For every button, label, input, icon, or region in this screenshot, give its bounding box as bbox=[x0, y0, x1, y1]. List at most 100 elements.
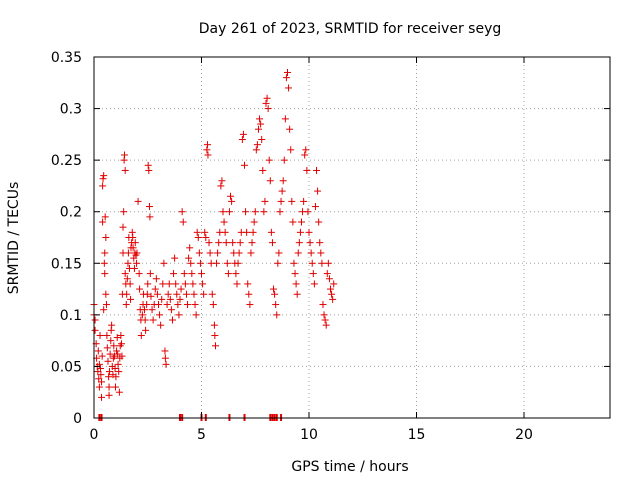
data-point bbox=[287, 146, 295, 154]
data-point bbox=[127, 295, 135, 303]
data-point bbox=[184, 301, 192, 309]
data-point bbox=[115, 388, 123, 396]
data-point bbox=[108, 321, 116, 329]
data-point bbox=[291, 270, 299, 278]
data-point bbox=[311, 203, 319, 211]
data-point bbox=[174, 301, 182, 309]
data-point bbox=[178, 208, 186, 216]
data-point bbox=[253, 141, 261, 149]
data-point bbox=[110, 342, 118, 350]
data-point bbox=[101, 249, 109, 257]
data-point bbox=[232, 270, 240, 278]
data-point bbox=[120, 208, 128, 216]
data-point bbox=[204, 151, 212, 159]
data-point bbox=[248, 239, 256, 247]
data-point bbox=[319, 301, 327, 309]
data-point bbox=[208, 290, 216, 298]
data-point bbox=[129, 244, 137, 252]
data-point bbox=[294, 249, 302, 257]
data-point bbox=[148, 306, 156, 314]
data-point bbox=[107, 337, 115, 345]
data-point bbox=[112, 373, 120, 381]
data-point bbox=[263, 94, 271, 102]
data-point bbox=[264, 105, 272, 113]
data-point bbox=[280, 156, 288, 164]
data-point bbox=[180, 270, 188, 278]
data-point bbox=[289, 218, 297, 226]
data-point bbox=[196, 259, 204, 267]
data-point bbox=[155, 301, 162, 309]
data-point bbox=[121, 151, 129, 159]
data-point bbox=[151, 285, 159, 293]
data-point bbox=[166, 295, 174, 303]
data-point bbox=[98, 393, 106, 401]
data-point bbox=[236, 239, 244, 247]
data-point bbox=[254, 125, 262, 133]
data-point bbox=[137, 331, 145, 339]
data-point bbox=[147, 292, 155, 300]
data-point bbox=[256, 115, 264, 123]
data-point bbox=[329, 295, 337, 303]
data-point bbox=[302, 146, 310, 154]
data-point bbox=[129, 234, 137, 241]
data-point bbox=[306, 239, 314, 247]
data-point bbox=[293, 290, 301, 298]
data-point bbox=[99, 175, 107, 183]
data-point bbox=[307, 249, 315, 257]
data-point bbox=[249, 228, 257, 236]
data-point bbox=[274, 259, 282, 267]
data-point bbox=[134, 197, 142, 205]
data-point bbox=[179, 218, 187, 226]
data-point bbox=[210, 321, 218, 329]
data-point bbox=[141, 306, 149, 314]
x-tick-label: 0 bbox=[90, 427, 99, 443]
data-point bbox=[203, 146, 211, 154]
data-point bbox=[189, 280, 197, 288]
data-point bbox=[114, 360, 122, 368]
data-point bbox=[104, 357, 112, 365]
data-point bbox=[122, 301, 130, 309]
data-point bbox=[123, 275, 131, 283]
data-point bbox=[322, 321, 330, 329]
data-point bbox=[285, 84, 293, 92]
data-point bbox=[252, 146, 260, 154]
data-point bbox=[209, 301, 217, 309]
data-point bbox=[211, 331, 219, 339]
data-point bbox=[102, 301, 110, 309]
data-point bbox=[229, 239, 237, 247]
y-axis-label: SRMTID / TECUs bbox=[6, 182, 22, 295]
data-point bbox=[235, 249, 243, 257]
data-point bbox=[262, 99, 270, 107]
data-point bbox=[145, 203, 153, 211]
grid-lines bbox=[94, 57, 610, 418]
data-point bbox=[153, 290, 161, 298]
data-point bbox=[318, 259, 326, 267]
data-point bbox=[313, 166, 321, 174]
data-point bbox=[215, 239, 223, 247]
data-point bbox=[303, 166, 311, 174]
data-point bbox=[272, 301, 280, 309]
data-point bbox=[163, 301, 171, 309]
data-point bbox=[275, 249, 283, 257]
data-point bbox=[251, 208, 259, 216]
plot-frame bbox=[93, 56, 611, 419]
y-tick-label: 0.15 bbox=[51, 256, 82, 272]
data-point bbox=[105, 383, 113, 391]
data-point bbox=[103, 344, 111, 352]
x-tick-label: 10 bbox=[300, 427, 318, 443]
data-point bbox=[130, 264, 138, 272]
data-point bbox=[258, 136, 266, 144]
data-point bbox=[246, 301, 254, 309]
data-point bbox=[200, 290, 208, 298]
data-point bbox=[317, 249, 325, 257]
axis-ticks bbox=[93, 56, 610, 419]
data-point bbox=[95, 383, 103, 391]
data-point bbox=[201, 228, 209, 236]
data-point bbox=[105, 368, 113, 376]
data-point bbox=[296, 228, 304, 236]
data-point bbox=[244, 280, 252, 288]
y-tick-label: 0.2 bbox=[60, 205, 82, 221]
data-point bbox=[284, 68, 291, 76]
data-point bbox=[192, 311, 200, 319]
x-axis-label: GPS time / hours bbox=[291, 459, 408, 475]
